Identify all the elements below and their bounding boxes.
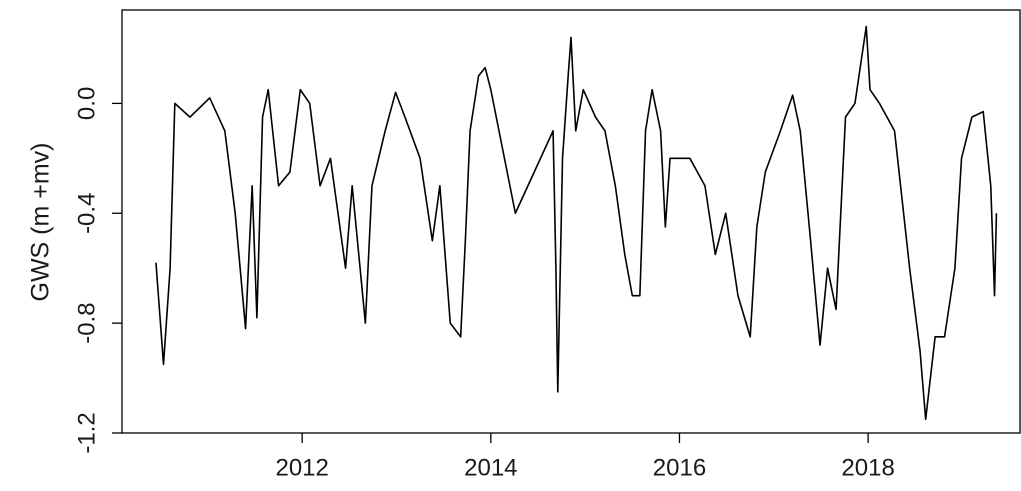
x-tick-label: 2016 — [653, 454, 706, 481]
y-tick-label: -0.8 — [73, 302, 100, 343]
plot-frame — [121, 9, 1021, 434]
y-tick-label: -1.2 — [73, 412, 100, 453]
x-tick-label: 2014 — [464, 454, 517, 481]
y-tick-label: 0.0 — [73, 87, 100, 120]
x-tick-label: 2012 — [275, 454, 328, 481]
y-axis-label: GWS (m +mv) — [27, 142, 55, 301]
data-line — [155, 25, 998, 421]
y-tick-label: -0.4 — [73, 193, 100, 234]
x-tick-label: 2018 — [841, 454, 894, 481]
